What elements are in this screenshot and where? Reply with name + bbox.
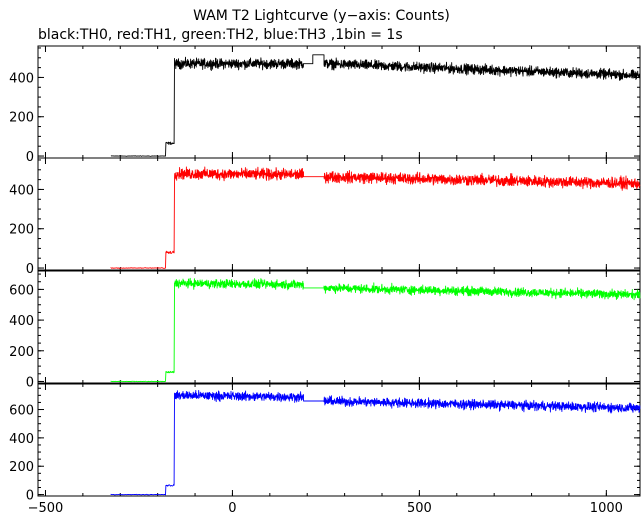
y-tick-label: 0 xyxy=(26,489,34,504)
y-tick-label: 200 xyxy=(9,111,34,126)
panel-frame-th2 xyxy=(37,270,641,384)
panel-frame-th0 xyxy=(37,45,641,159)
chart-title: WAM T2 Lightcurve (y−axis: Counts) xyxy=(193,8,450,24)
y-tick-label: 400 xyxy=(9,432,34,447)
series-line-th1 xyxy=(110,166,641,269)
y-tick-label: 600 xyxy=(9,283,34,298)
y-tick-label: 400 xyxy=(9,71,34,86)
y-tick-label: 400 xyxy=(9,183,34,198)
chart-subtitle: black:TH0, red:TH1, green:TH2, blue:TH3 … xyxy=(38,27,403,43)
y-tick-label: 200 xyxy=(9,345,34,360)
y-tick-label: 400 xyxy=(9,314,34,329)
y-tick-label: 0 xyxy=(26,150,34,165)
x-tick-label: 0 xyxy=(228,501,236,515)
y-tick-label: 200 xyxy=(9,223,34,238)
y-tick-label: 0 xyxy=(26,262,34,277)
x-tick-label: 500 xyxy=(407,501,432,515)
x-tick-label: 1000 xyxy=(590,501,623,515)
series-line-th3 xyxy=(110,389,641,496)
y-tick-label: 0 xyxy=(26,375,34,390)
y-tick-label: 200 xyxy=(9,460,34,475)
panel-frame-th3 xyxy=(37,383,641,497)
series-line-th2 xyxy=(110,277,641,383)
panel-frame-th1 xyxy=(37,157,641,271)
x-tick-label: −500 xyxy=(28,501,64,515)
y-tick-label: 600 xyxy=(9,404,34,419)
series-line-th0 xyxy=(110,54,641,157)
